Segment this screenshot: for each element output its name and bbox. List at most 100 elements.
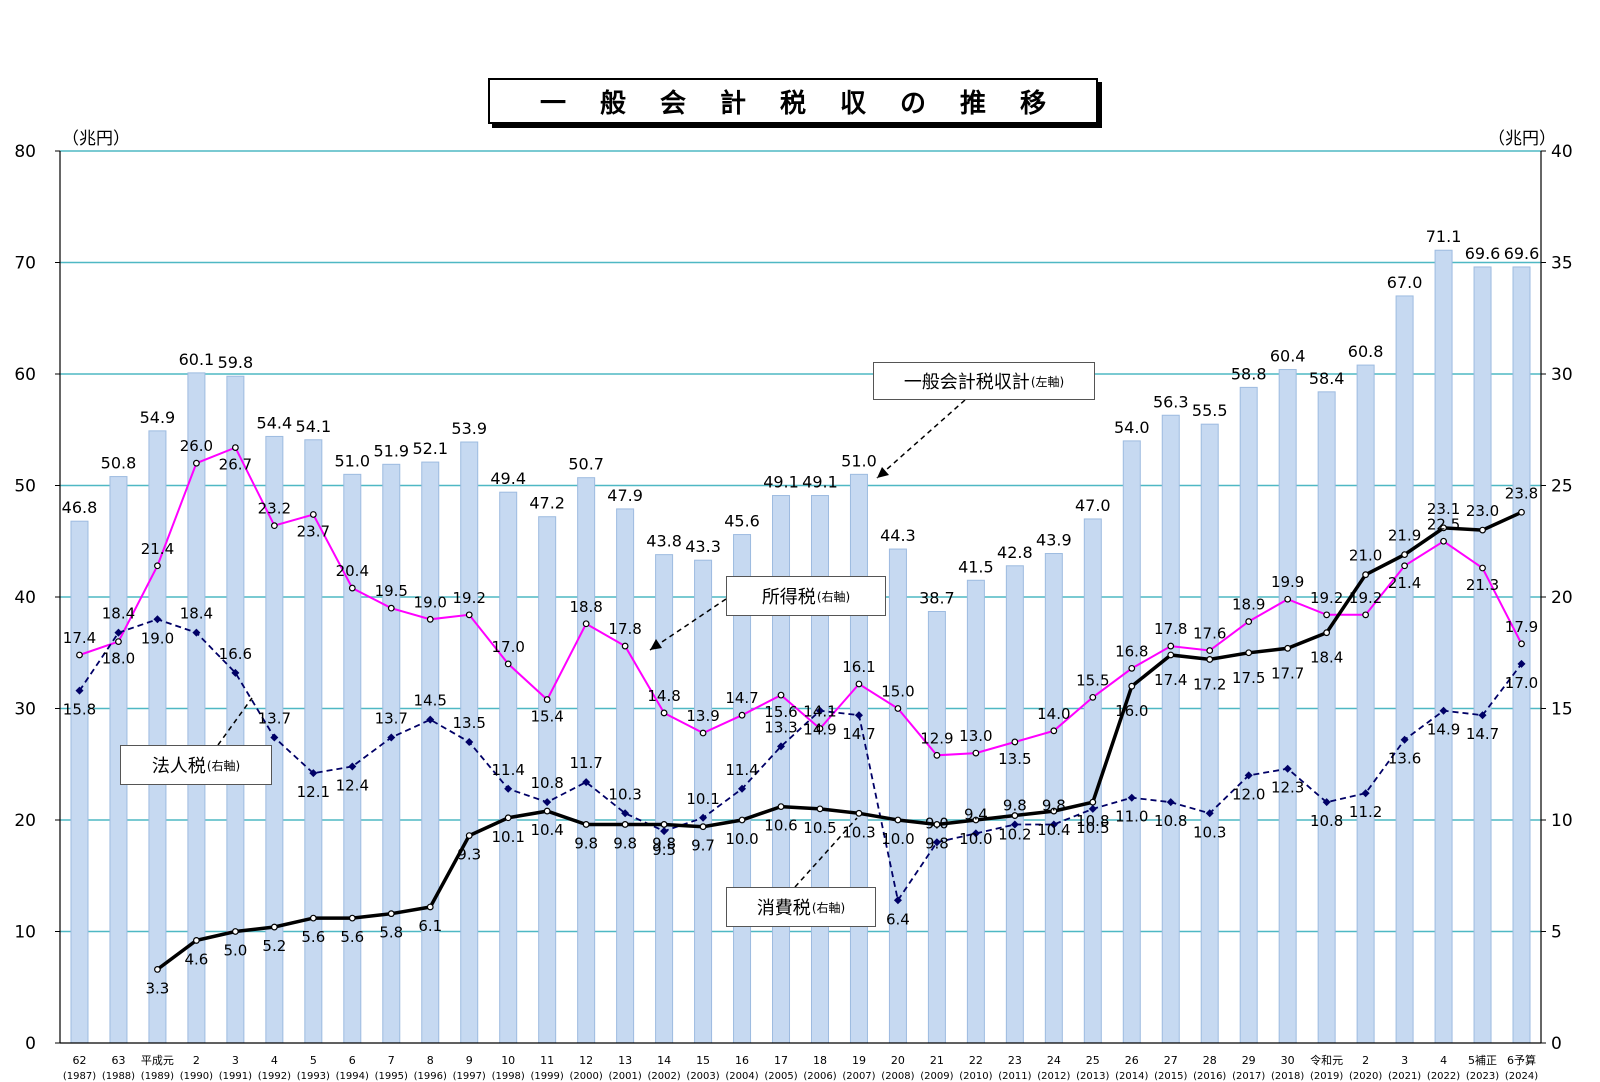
x-tick-label: 25 — [1086, 1054, 1100, 1067]
bar-total-tax — [421, 461, 440, 1044]
point-consumption-tax — [1440, 524, 1447, 532]
value-label-income-tax: 18.9 — [1232, 596, 1265, 614]
point-income-tax — [699, 729, 707, 737]
bar-total-tax — [1434, 249, 1453, 1044]
callout-corporate-axis: (右軸) — [206, 758, 241, 773]
x-year-label: (1990) — [180, 1071, 213, 1082]
point-income-tax — [660, 709, 668, 717]
right-axis-unit: （兆円） — [1488, 129, 1556, 149]
x-year-label: (2012) — [1037, 1071, 1070, 1082]
value-label-corporate-tax: 6.4 — [886, 910, 910, 928]
chart-title: 一般会計税収の推移 — [539, 88, 1080, 119]
point-corporate-tax — [1361, 789, 1370, 798]
bar-value-label: 54.4 — [257, 413, 293, 432]
bar-value-label: 43.9 — [1036, 531, 1072, 550]
value-label-corporate-tax: 13.6 — [1388, 750, 1421, 768]
bar-value-label: 58.8 — [1231, 364, 1267, 383]
point-consumption-tax — [1050, 807, 1058, 815]
bar-value-label: 60.1 — [179, 350, 215, 369]
x-year-label: (1991) — [219, 1071, 252, 1082]
point-consumption-tax — [894, 816, 902, 824]
point-income-tax — [348, 584, 356, 592]
right-tick-label: 40 — [1551, 142, 1573, 162]
point-consumption-tax — [582, 821, 590, 828]
x-tick-label: 18 — [813, 1054, 827, 1067]
point-consumption-tax — [1479, 526, 1486, 534]
bar-value-label: 51.9 — [373, 441, 409, 460]
value-label-corporate-tax: 9.0 — [925, 814, 949, 832]
value-label-income-tax: 19.0 — [414, 593, 447, 611]
leader-corporate — [217, 697, 253, 746]
value-label-consumption-tax: 18.4 — [1310, 649, 1343, 667]
value-label-consumption-tax: 10.8 — [1076, 812, 1109, 830]
value-label-corporate-tax: 12.4 — [336, 776, 369, 794]
point-income-tax — [1167, 642, 1175, 650]
point-income-tax — [543, 696, 551, 703]
value-label-corporate-tax: 11.4 — [725, 761, 758, 779]
value-label-consumption-tax: 9.8 — [652, 834, 676, 852]
callout-consumption-tax: 消費税 (右軸) — [726, 887, 876, 927]
point-income-tax — [426, 615, 434, 623]
value-label-corporate-tax: 17.0 — [1505, 674, 1538, 692]
x-tick-label: 7 — [388, 1054, 395, 1067]
data-labels: 46.850.854.960.1 59.854.4 54.151.051.9 52.1… — [62, 227, 1540, 997]
point-corporate-tax — [932, 838, 941, 847]
point-corporate-tax — [75, 686, 84, 695]
bar-value-label: 56.3 — [1153, 392, 1189, 411]
x-year-label: (2006) — [803, 1071, 836, 1082]
point-corporate-tax — [1049, 820, 1058, 829]
point-corporate-tax — [1244, 771, 1253, 780]
value-label-income-tax: 16.1 — [842, 658, 875, 676]
leader-consumption — [794, 817, 858, 888]
point-consumption-tax — [972, 816, 980, 824]
point-corporate-tax — [387, 733, 396, 742]
x-tick-label: 9 — [466, 1054, 473, 1067]
point-income-tax — [76, 651, 83, 659]
point-income-tax — [777, 691, 785, 699]
bar-value-label: 47.9 — [607, 486, 643, 505]
value-label-corporate-tax: 11.7 — [569, 754, 602, 772]
x-year-label: (1995) — [375, 1071, 408, 1082]
point-corporate-tax — [893, 896, 902, 905]
x-tick-label: 5補正 — [1468, 1054, 1497, 1067]
x-tick-label: 30 — [1281, 1054, 1295, 1067]
bar-total-tax — [70, 520, 89, 1044]
value-label-consumption-tax: 23.1 — [1427, 500, 1460, 518]
left-axis-unit: （兆円） — [62, 129, 130, 149]
bar-total-tax — [382, 463, 401, 1044]
point-income-tax — [1284, 595, 1292, 603]
value-label-consumption-tax: 17.7 — [1271, 664, 1304, 682]
value-label-income-tax: 13.5 — [998, 750, 1031, 768]
x-year-label: (2022) — [1427, 1071, 1460, 1082]
value-label-corporate-tax: 12.0 — [1232, 785, 1265, 803]
point-corporate-tax — [738, 784, 747, 793]
value-label-income-tax: 22.5 — [1427, 515, 1460, 533]
x-tick-label: 12 — [579, 1054, 593, 1067]
point-corporate-tax — [1205, 809, 1214, 818]
bar-value-label: 51.0 — [841, 451, 877, 470]
point-consumption-tax — [154, 966, 161, 973]
bar-value-label: 54.0 — [1114, 418, 1150, 437]
point-consumption-tax — [1245, 649, 1253, 657]
value-label-income-tax: 21.4 — [1388, 574, 1421, 592]
value-label-income-tax: 19.9 — [1271, 573, 1304, 591]
value-label-income-tax: 15.0 — [881, 683, 914, 701]
value-label-consumption-tax: 10.6 — [764, 817, 797, 835]
x-year-label: (2011) — [998, 1071, 1031, 1082]
point-income-tax — [504, 660, 512, 668]
right-tick-label: 30 — [1551, 365, 1573, 385]
value-label-income-tax: 21.3 — [1466, 576, 1499, 594]
callout-income-label: 所得税 — [761, 587, 816, 608]
bar-value-label: 49.1 — [763, 473, 799, 492]
x-tick-label: 4 — [1440, 1054, 1447, 1067]
x-year-label: (2014) — [1115, 1071, 1148, 1082]
point-corporate-tax — [231, 668, 240, 677]
x-tick-label: 28 — [1203, 1054, 1217, 1067]
value-label-income-tax: 17.6 — [1193, 625, 1226, 643]
point-consumption-tax — [309, 914, 317, 922]
value-label-consumption-tax: 10.1 — [491, 828, 524, 846]
x-year-label: (1996) — [414, 1071, 447, 1082]
point-corporate-tax — [153, 615, 162, 624]
left-tick-label: 80 — [14, 142, 36, 162]
point-corporate-tax — [309, 769, 318, 778]
